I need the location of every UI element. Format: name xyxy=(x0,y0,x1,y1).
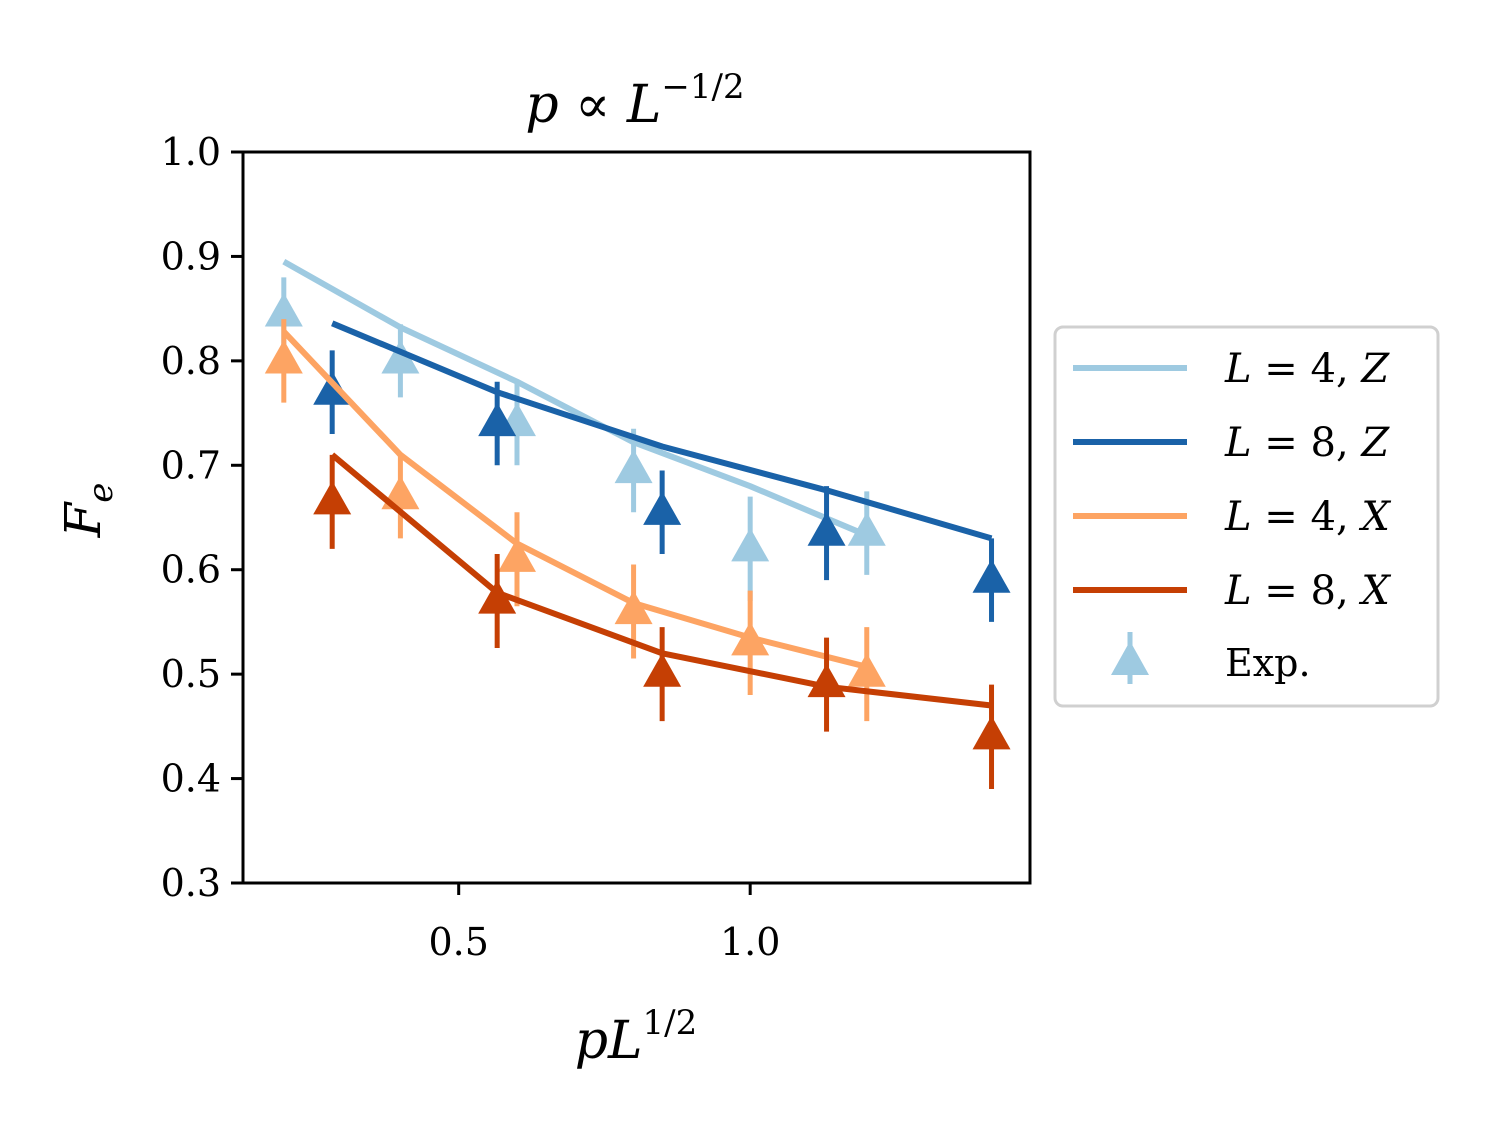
y-tick-label: 1.0 xyxy=(161,130,221,174)
theory-line xyxy=(281,329,868,670)
legend-label: L = 4, Z xyxy=(1224,346,1390,392)
y-tick-label: 0.4 xyxy=(161,757,221,801)
y-tick-label: 0.3 xyxy=(161,861,221,905)
exp-point xyxy=(972,715,1011,750)
exp-point xyxy=(972,559,1011,593)
y-axis-label: Fe xyxy=(54,483,121,539)
series-2 xyxy=(313,320,1011,622)
legend-label: L = 4, X xyxy=(1224,494,1391,540)
legend-frame xyxy=(1053,325,1440,708)
exp-point xyxy=(381,339,420,374)
y-tick-label: 0.6 xyxy=(161,548,221,592)
series-4 xyxy=(313,452,1011,790)
exp-point xyxy=(478,402,517,437)
exp-point xyxy=(614,449,653,484)
plot-area-frame xyxy=(241,150,1032,885)
legend-entry-4: L = 8, X xyxy=(1073,568,1391,614)
exp-point xyxy=(497,538,536,572)
chart-title: p ∝ L−1/2 xyxy=(525,67,744,135)
series-1 xyxy=(264,258,886,602)
legend-exp-label: Exp. xyxy=(1225,641,1311,685)
theory-line xyxy=(331,320,993,542)
legend-label: L = 8, Z xyxy=(1224,420,1390,466)
legend-entry-3: L = 4, X xyxy=(1073,494,1391,540)
exp-point xyxy=(313,480,352,515)
y-tick-label: 0.8 xyxy=(161,339,221,383)
exp-point xyxy=(807,512,846,546)
exp-point xyxy=(847,512,886,546)
exp-point xyxy=(731,527,770,562)
exp-point xyxy=(643,653,682,687)
y-tick-label: 0.5 xyxy=(161,652,221,696)
y-tick-label: 0.9 xyxy=(161,234,221,278)
exp-point xyxy=(614,590,653,625)
series-layer xyxy=(264,258,1011,790)
legend-entry-1: L = 4, Z xyxy=(1073,346,1390,392)
series-3 xyxy=(264,319,886,722)
legend-exp-marker xyxy=(1111,641,1149,675)
legend-entry-exp: Exp. xyxy=(1111,632,1311,685)
y-axis: 0.3 0.4 0.5 0.6 0.7 0.8 0.9 1.0 xyxy=(161,130,243,905)
x-tick-label: 1.0 xyxy=(720,920,780,964)
theory-line xyxy=(282,258,868,539)
y-tick-label: 0.7 xyxy=(161,443,221,487)
exp-point xyxy=(643,491,682,525)
legend: L = 4, Z L = 8, Z L = 4, X L = 8, X Exp. xyxy=(1053,325,1440,708)
exp-point xyxy=(478,580,517,614)
exp-point xyxy=(847,653,886,687)
x-axis-label: pL1/2 xyxy=(575,1003,698,1071)
exp-point xyxy=(807,663,846,698)
exp-point xyxy=(264,339,303,374)
legend-label: L = 8, X xyxy=(1224,568,1391,614)
x-axis: 0.5 1.0 xyxy=(428,883,780,964)
x-tick-label: 0.5 xyxy=(428,920,488,964)
exp-point xyxy=(264,292,303,327)
legend-entry-2: L = 8, Z xyxy=(1073,420,1390,466)
exp-point xyxy=(731,621,770,656)
